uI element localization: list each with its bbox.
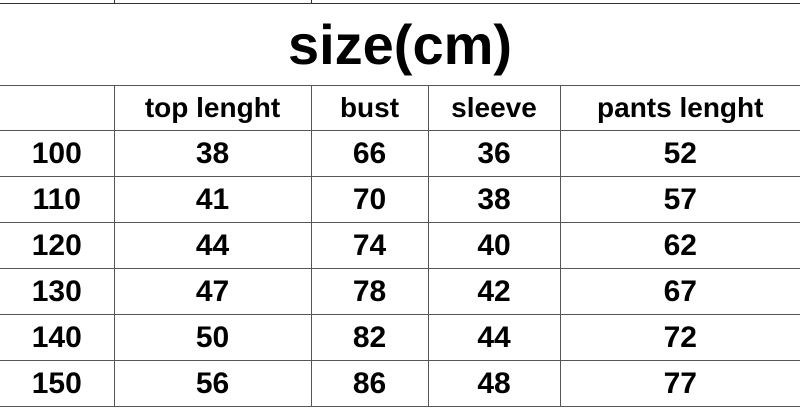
measure-cell: 77 xyxy=(559,360,800,407)
measure-cell: 38 xyxy=(427,176,561,223)
table-row: 100 38 66 36 52 xyxy=(0,130,800,177)
measure-cell: 48 xyxy=(427,360,561,407)
measure-cell: 52 xyxy=(559,130,800,177)
size-cell: 120 xyxy=(0,222,115,269)
size-cell: 140 xyxy=(0,314,115,361)
header-cell: sleeve xyxy=(427,85,561,131)
measure-cell: 67 xyxy=(559,268,800,315)
header-row: top lenght bust sleeve pants lenght xyxy=(0,85,800,131)
size-cell: 130 xyxy=(0,268,115,315)
table-title: size(cm) xyxy=(0,4,800,86)
size-table: top lenght bust sleeve pants lenght 100 3… xyxy=(0,85,800,407)
size-cell: 100 xyxy=(0,130,115,177)
measure-cell: 82 xyxy=(310,314,429,361)
measure-cell: 44 xyxy=(427,314,561,361)
top-border-strip xyxy=(0,0,800,4)
measure-cell: 72 xyxy=(559,314,800,361)
measure-cell: 66 xyxy=(310,130,429,177)
measure-cell: 56 xyxy=(113,360,312,407)
table-row: 150 56 86 48 77 xyxy=(0,360,800,407)
measure-cell: 42 xyxy=(427,268,561,315)
measure-cell: 41 xyxy=(113,176,312,223)
measure-cell: 74 xyxy=(310,222,429,269)
header-cell: top lenght xyxy=(113,85,312,131)
measure-cell: 57 xyxy=(559,176,800,223)
measure-cell: 44 xyxy=(113,222,312,269)
measure-cell: 86 xyxy=(310,360,429,407)
measure-cell: 70 xyxy=(310,176,429,223)
measure-cell: 50 xyxy=(113,314,312,361)
header-cell: bust xyxy=(310,85,429,131)
table-row: 110 41 70 38 57 xyxy=(0,176,800,223)
header-cell xyxy=(0,85,115,131)
measure-cell: 36 xyxy=(427,130,561,177)
size-cell: 110 xyxy=(0,176,115,223)
table-row: 130 47 78 42 67 xyxy=(0,268,800,315)
header-cell: pants lenght xyxy=(559,85,800,131)
measure-cell: 40 xyxy=(427,222,561,269)
size-cell: 150 xyxy=(0,360,115,407)
measure-cell: 62 xyxy=(559,222,800,269)
measure-cell: 78 xyxy=(310,268,429,315)
table-row: 140 50 82 44 72 xyxy=(0,314,800,361)
measure-cell: 47 xyxy=(113,268,312,315)
table-row: 120 44 74 40 62 xyxy=(0,222,800,269)
measure-cell: 38 xyxy=(113,130,312,177)
